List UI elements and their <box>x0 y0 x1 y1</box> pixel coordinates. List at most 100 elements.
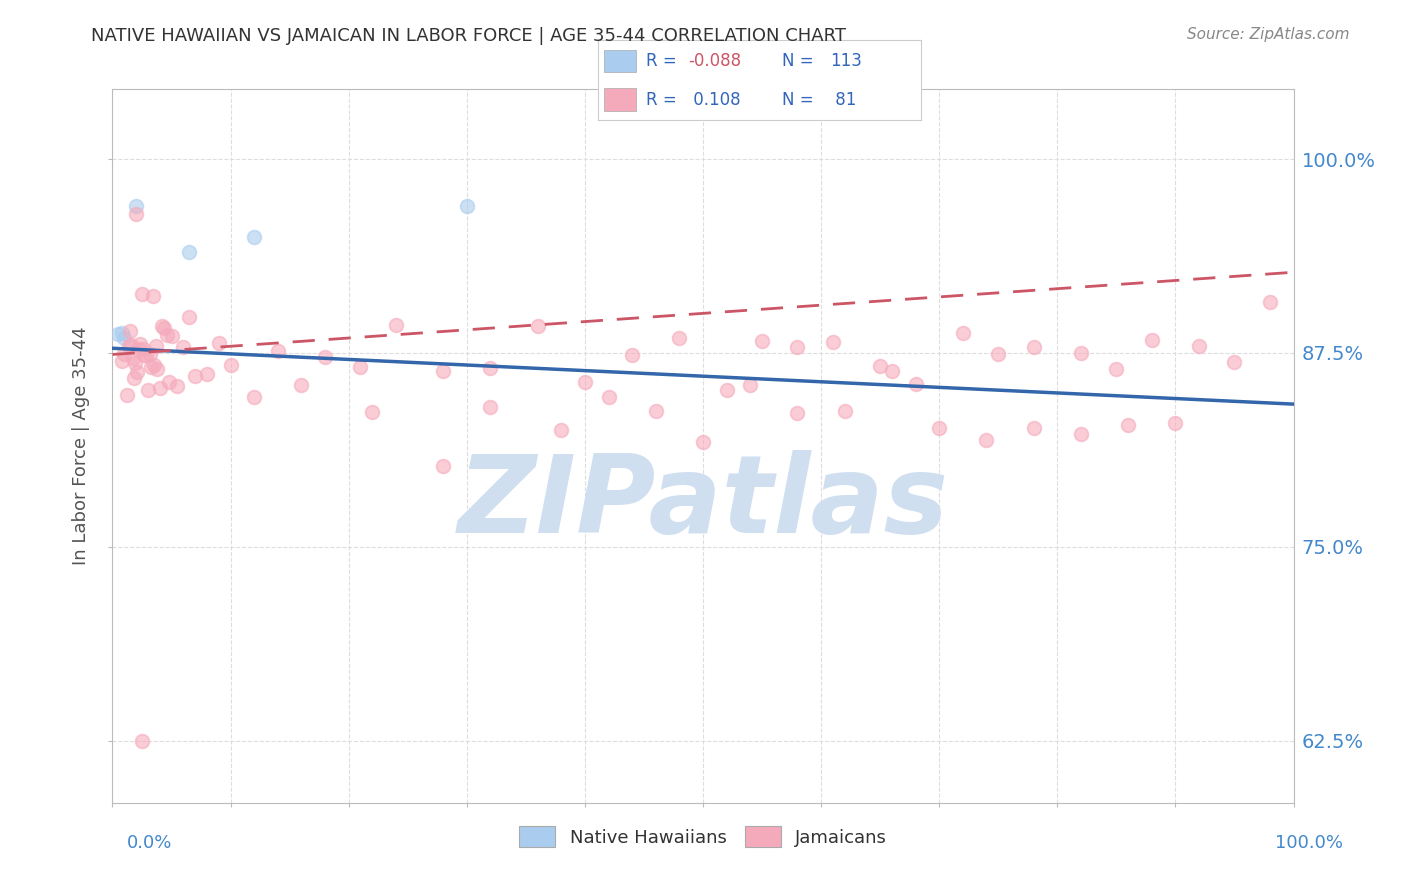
Point <box>120 324 142 338</box>
Point <box>456 198 478 212</box>
Text: 113: 113 <box>831 52 862 70</box>
Point <box>150 319 173 334</box>
Point <box>621 348 644 362</box>
Point <box>127 365 149 379</box>
Point <box>1070 345 1092 359</box>
Point <box>157 375 180 389</box>
Point <box>179 245 201 260</box>
Text: N =: N = <box>782 52 818 70</box>
Point <box>195 367 218 381</box>
Point <box>314 351 336 365</box>
Text: 81: 81 <box>831 91 856 109</box>
Point <box>976 434 998 448</box>
Point <box>290 378 312 392</box>
Point <box>526 319 548 334</box>
Point <box>179 310 201 325</box>
Point <box>153 320 176 334</box>
Point <box>716 384 738 398</box>
Point <box>821 335 844 350</box>
Point <box>111 326 134 340</box>
Point <box>751 334 773 348</box>
Point <box>786 340 808 354</box>
Point <box>349 359 371 374</box>
Point <box>124 356 146 370</box>
Point <box>987 347 1010 361</box>
Point <box>160 328 183 343</box>
Point <box>149 381 172 395</box>
Point <box>132 342 155 356</box>
Point <box>267 344 290 359</box>
Point <box>385 318 408 332</box>
Text: N =: N = <box>782 91 818 109</box>
Y-axis label: In Labor Force | Age 35-44: In Labor Force | Age 35-44 <box>72 326 90 566</box>
Point <box>1140 333 1163 347</box>
Text: -0.088: -0.088 <box>688 52 741 70</box>
Point <box>692 434 714 449</box>
Point <box>141 359 163 374</box>
Text: ZIPatlas: ZIPatlas <box>457 450 949 556</box>
Point <box>125 198 148 212</box>
Point <box>598 390 620 404</box>
Point <box>786 406 808 420</box>
Point <box>111 353 134 368</box>
Point <box>834 404 856 418</box>
Point <box>1164 416 1187 430</box>
Point <box>134 348 156 362</box>
Point <box>131 286 153 301</box>
Point <box>184 368 207 383</box>
Point <box>1070 426 1092 441</box>
FancyBboxPatch shape <box>605 88 637 111</box>
Point <box>136 383 159 397</box>
Point <box>125 206 148 220</box>
Point <box>574 375 596 389</box>
Point <box>145 339 167 353</box>
Point <box>904 376 927 391</box>
Point <box>112 347 135 361</box>
Point <box>432 458 454 473</box>
Point <box>219 358 242 372</box>
Point <box>208 335 231 350</box>
Text: Source: ZipAtlas.com: Source: ZipAtlas.com <box>1187 27 1350 42</box>
Point <box>127 342 149 356</box>
Point <box>142 288 165 302</box>
Point <box>135 348 157 362</box>
Text: 100.0%: 100.0% <box>1275 834 1343 852</box>
Text: R =: R = <box>647 52 682 70</box>
Point <box>166 378 188 392</box>
Point <box>112 331 135 345</box>
Point <box>1022 421 1045 435</box>
Point <box>172 340 194 354</box>
Legend: Native Hawaiians, Jamaicans: Native Hawaiians, Jamaicans <box>519 827 887 847</box>
Text: NATIVE HAWAIIAN VS JAMAICAN IN LABOR FORCE | AGE 35-44 CORRELATION CHART: NATIVE HAWAIIAN VS JAMAICAN IN LABOR FOR… <box>91 27 846 45</box>
Text: 0.108: 0.108 <box>688 91 741 109</box>
Point <box>120 338 142 352</box>
Point <box>740 377 762 392</box>
Point <box>139 346 162 360</box>
Point <box>128 336 150 351</box>
Point <box>644 404 666 418</box>
Text: R =: R = <box>647 91 682 109</box>
Point <box>1105 361 1128 376</box>
Point <box>243 229 266 244</box>
Point <box>928 421 950 435</box>
FancyBboxPatch shape <box>605 50 637 72</box>
Point <box>1188 339 1211 353</box>
Point <box>156 327 179 342</box>
Point <box>131 733 153 747</box>
Point <box>479 401 502 415</box>
Point <box>479 361 502 376</box>
Point <box>142 358 165 372</box>
Point <box>1022 340 1045 354</box>
Text: 0.0%: 0.0% <box>127 834 172 852</box>
Point <box>361 405 384 419</box>
Point <box>952 326 974 340</box>
Point <box>550 423 572 437</box>
Point <box>146 362 169 376</box>
Point <box>432 364 454 378</box>
Point <box>121 351 143 366</box>
Point <box>243 390 266 404</box>
Point <box>122 371 145 385</box>
Point <box>1116 417 1139 432</box>
Point <box>118 339 141 353</box>
Point <box>107 326 129 341</box>
